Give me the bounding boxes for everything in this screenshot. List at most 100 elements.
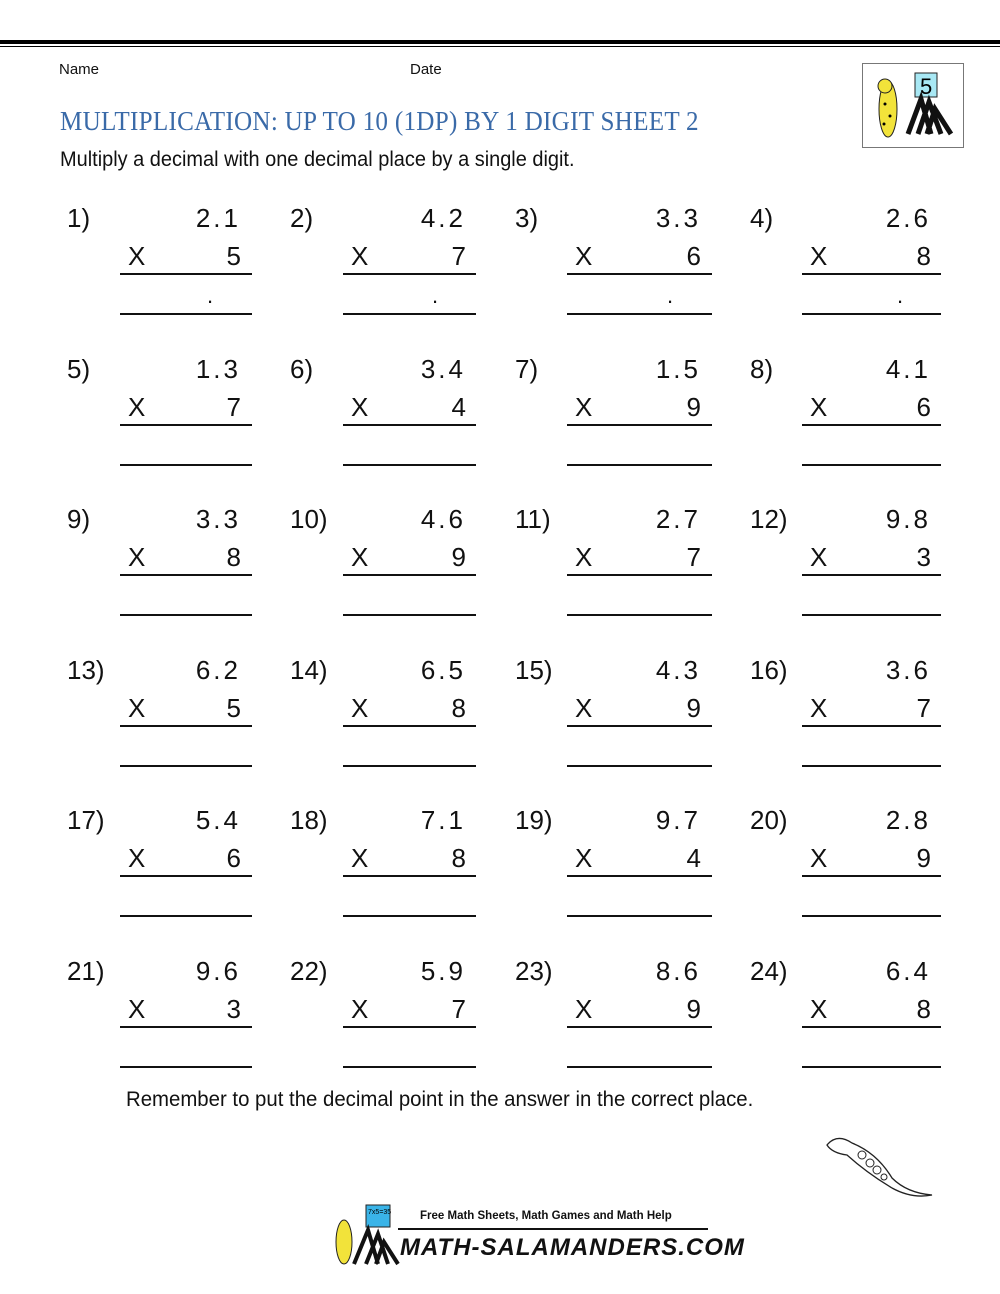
multiplicand: 2.7 [655, 504, 701, 534]
problem-number: 20) [750, 805, 788, 835]
times-sign: X [575, 843, 593, 873]
multiplier: 7 [451, 241, 466, 271]
footer-rule [398, 1228, 708, 1230]
multiplier: 9 [686, 993, 701, 1024]
product-line [120, 574, 252, 576]
multiplier: 7 [686, 542, 701, 572]
multiplier: 6 [686, 241, 701, 271]
problem-number: 18) [290, 805, 328, 835]
multiplicand: 4.6 [420, 504, 466, 534]
answer-line[interactable] [802, 1065, 941, 1068]
answer-line[interactable] [120, 463, 252, 466]
times-sign: X [810, 241, 828, 271]
product-line [120, 1025, 252, 1028]
problem-number: 16) [750, 654, 788, 685]
multiplier: 5 [226, 241, 241, 271]
multiplier: 4 [451, 391, 466, 422]
answer-line[interactable] [567, 764, 712, 767]
multiplicand: 5.4 [195, 805, 241, 835]
answer-line[interactable] [802, 614, 941, 616]
name-label: Name [59, 61, 100, 78]
product-line [120, 273, 252, 275]
multiplier: 3 [916, 542, 931, 572]
multiplicand: 9.6 [195, 955, 241, 986]
problem-number: 22) [290, 955, 328, 986]
multiplier: 8 [916, 241, 931, 271]
answer-line[interactable] [120, 764, 252, 767]
footer-site-name[interactable]: MATH-SALAMANDERS.COM [400, 1234, 745, 1261]
answer-line[interactable] [120, 313, 252, 315]
product-line [120, 423, 252, 426]
answer-line[interactable] [567, 1065, 712, 1068]
times-sign: X [351, 241, 369, 271]
multiplier: 6 [226, 843, 241, 873]
answer-line[interactable] [343, 764, 476, 767]
salamander-icon [826, 1137, 933, 1197]
answer-line[interactable] [343, 463, 476, 466]
product-line [567, 875, 712, 877]
times-sign: X [575, 391, 593, 422]
answer-line[interactable] [120, 1065, 252, 1068]
grade-logo: 5 [862, 63, 964, 148]
times-sign: X [351, 391, 369, 422]
answer-line[interactable] [120, 915, 252, 917]
multiplier: 4 [686, 843, 701, 873]
answer-line[interactable] [343, 614, 476, 616]
answer-line[interactable] [802, 313, 941, 315]
answer-line[interactable] [567, 915, 712, 917]
decimal-point-hint: . [432, 283, 439, 308]
answer-line[interactable] [802, 463, 941, 466]
product-line [343, 1025, 476, 1028]
product-line [567, 1025, 712, 1028]
answer-line[interactable] [802, 915, 941, 917]
times-sign: X [810, 391, 828, 422]
multiplicand: 8.6 [655, 955, 701, 986]
multiplicand: 3.6 [885, 654, 931, 685]
times-sign: X [128, 391, 146, 422]
multiplicand: 7.1 [420, 805, 466, 835]
problem-number: 1) [67, 203, 91, 233]
times-sign: X [575, 692, 593, 723]
product-line [802, 273, 941, 275]
times-sign: X [351, 843, 369, 873]
problem-number: 10) [290, 504, 328, 534]
multiplier: 9 [451, 542, 466, 572]
product-line [567, 574, 712, 576]
answer-line[interactable] [343, 313, 476, 315]
answer-line[interactable] [567, 614, 712, 616]
answer-line[interactable] [802, 764, 941, 767]
multiplier: 9 [916, 843, 931, 873]
problem-number: 19) [515, 805, 553, 835]
times-sign: X [128, 993, 146, 1024]
multiplier: 8 [226, 542, 241, 572]
answer-line[interactable] [567, 313, 712, 315]
answer-line[interactable] [343, 1065, 476, 1068]
product-line [343, 724, 476, 727]
product-line [802, 875, 941, 877]
product-line [802, 423, 941, 426]
multiplier: 8 [451, 692, 466, 723]
times-sign: X [128, 241, 146, 271]
times-sign: X [351, 692, 369, 723]
multiplicand: 4.2 [420, 203, 466, 233]
times-sign: X [810, 843, 828, 873]
multiplicand: 6.2 [195, 654, 241, 685]
product-line [343, 875, 476, 877]
answer-line[interactable] [343, 915, 476, 917]
decimal-point-hint: . [207, 283, 214, 308]
product-line [802, 724, 941, 727]
product-line [120, 724, 252, 727]
times-sign: X [351, 993, 369, 1024]
answer-line[interactable] [567, 463, 712, 466]
multiplicand: 1.3 [195, 353, 241, 384]
multiplicand: 9.7 [655, 805, 701, 835]
multiplicand: 9.8 [885, 504, 931, 534]
multiplicand: 4.3 [655, 654, 701, 685]
times-sign: X [575, 542, 593, 572]
multiplicand: 3.4 [420, 353, 466, 384]
problem-number: 23) [515, 955, 553, 986]
answer-line[interactable] [120, 614, 252, 616]
decimal-point-hint: . [667, 283, 674, 308]
problem-number: 2) [290, 203, 314, 233]
multiplicand: 3.3 [655, 203, 701, 233]
